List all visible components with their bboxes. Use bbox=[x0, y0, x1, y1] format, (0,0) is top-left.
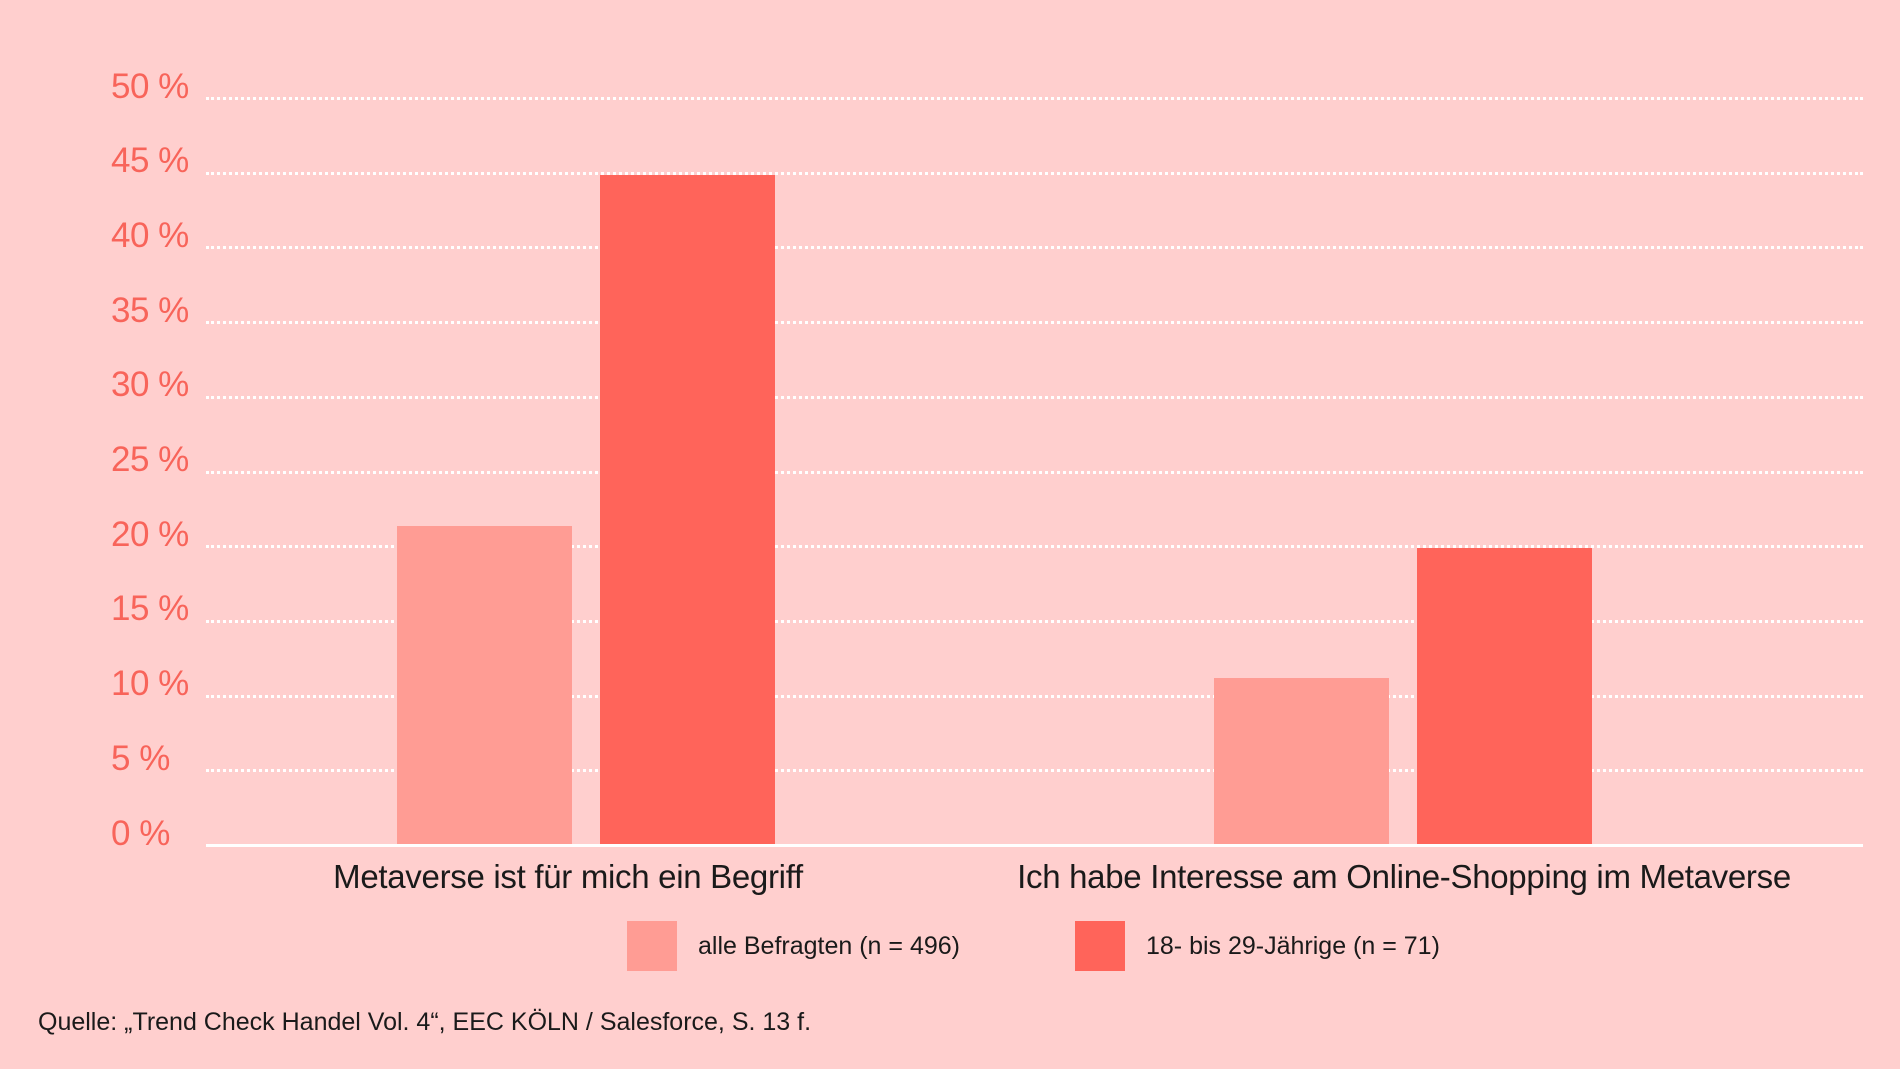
gridline bbox=[206, 694, 1863, 698]
y-tick-label: 40 % bbox=[111, 215, 189, 255]
gridline bbox=[206, 171, 1863, 175]
y-tick-label: 5 % bbox=[111, 738, 170, 778]
gridline bbox=[206, 545, 1863, 549]
gridline bbox=[206, 470, 1863, 474]
gridline bbox=[206, 97, 1863, 100]
gridline bbox=[206, 321, 1863, 325]
bar-all-respondents-2 bbox=[1214, 678, 1389, 846]
y-tick-label: 10 % bbox=[111, 664, 189, 704]
y-tick-label: 0 % bbox=[111, 813, 170, 853]
y-tick-label: 25 % bbox=[111, 440, 189, 479]
category-label-2: Ich habe Interesse am Online-Shopping im… bbox=[1017, 858, 1791, 895]
gridline bbox=[206, 769, 1863, 773]
legend-swatch-light bbox=[627, 921, 677, 971]
legend-label: alle Befragten (n = 496) bbox=[698, 931, 960, 960]
y-tick-label: 15 % bbox=[111, 589, 189, 629]
bar-all-respondents-1 bbox=[397, 525, 572, 846]
y-tick-label: 30 % bbox=[111, 365, 189, 405]
bar-18-29-1 bbox=[600, 174, 775, 846]
bar-18-29-2 bbox=[1417, 548, 1592, 846]
gridline bbox=[206, 246, 1863, 250]
y-tick-label: 50 % bbox=[111, 66, 189, 106]
x-axis-baseline bbox=[206, 844, 1863, 847]
y-tick-label: 20 % bbox=[111, 514, 189, 554]
y-tick-label: 35 % bbox=[111, 290, 189, 330]
source-note: Quelle: „Trend Check Handel Vol. 4“, EEC… bbox=[38, 1008, 812, 1036]
legend-label: 18- bis 29-Jährige (n = 71) bbox=[1146, 931, 1440, 960]
y-tick-label: 45 % bbox=[111, 141, 189, 181]
gridline bbox=[206, 395, 1863, 399]
legend-swatch-dark bbox=[1075, 921, 1125, 971]
legend-item-all-respondents: alle Befragten (n = 496) bbox=[627, 921, 960, 971]
legend-item-18-29: 18- bis 29-Jährige (n = 71) bbox=[1075, 921, 1440, 971]
gridline bbox=[206, 619, 1863, 623]
category-label-1: Metaverse ist für mich ein Begriff bbox=[333, 858, 803, 895]
